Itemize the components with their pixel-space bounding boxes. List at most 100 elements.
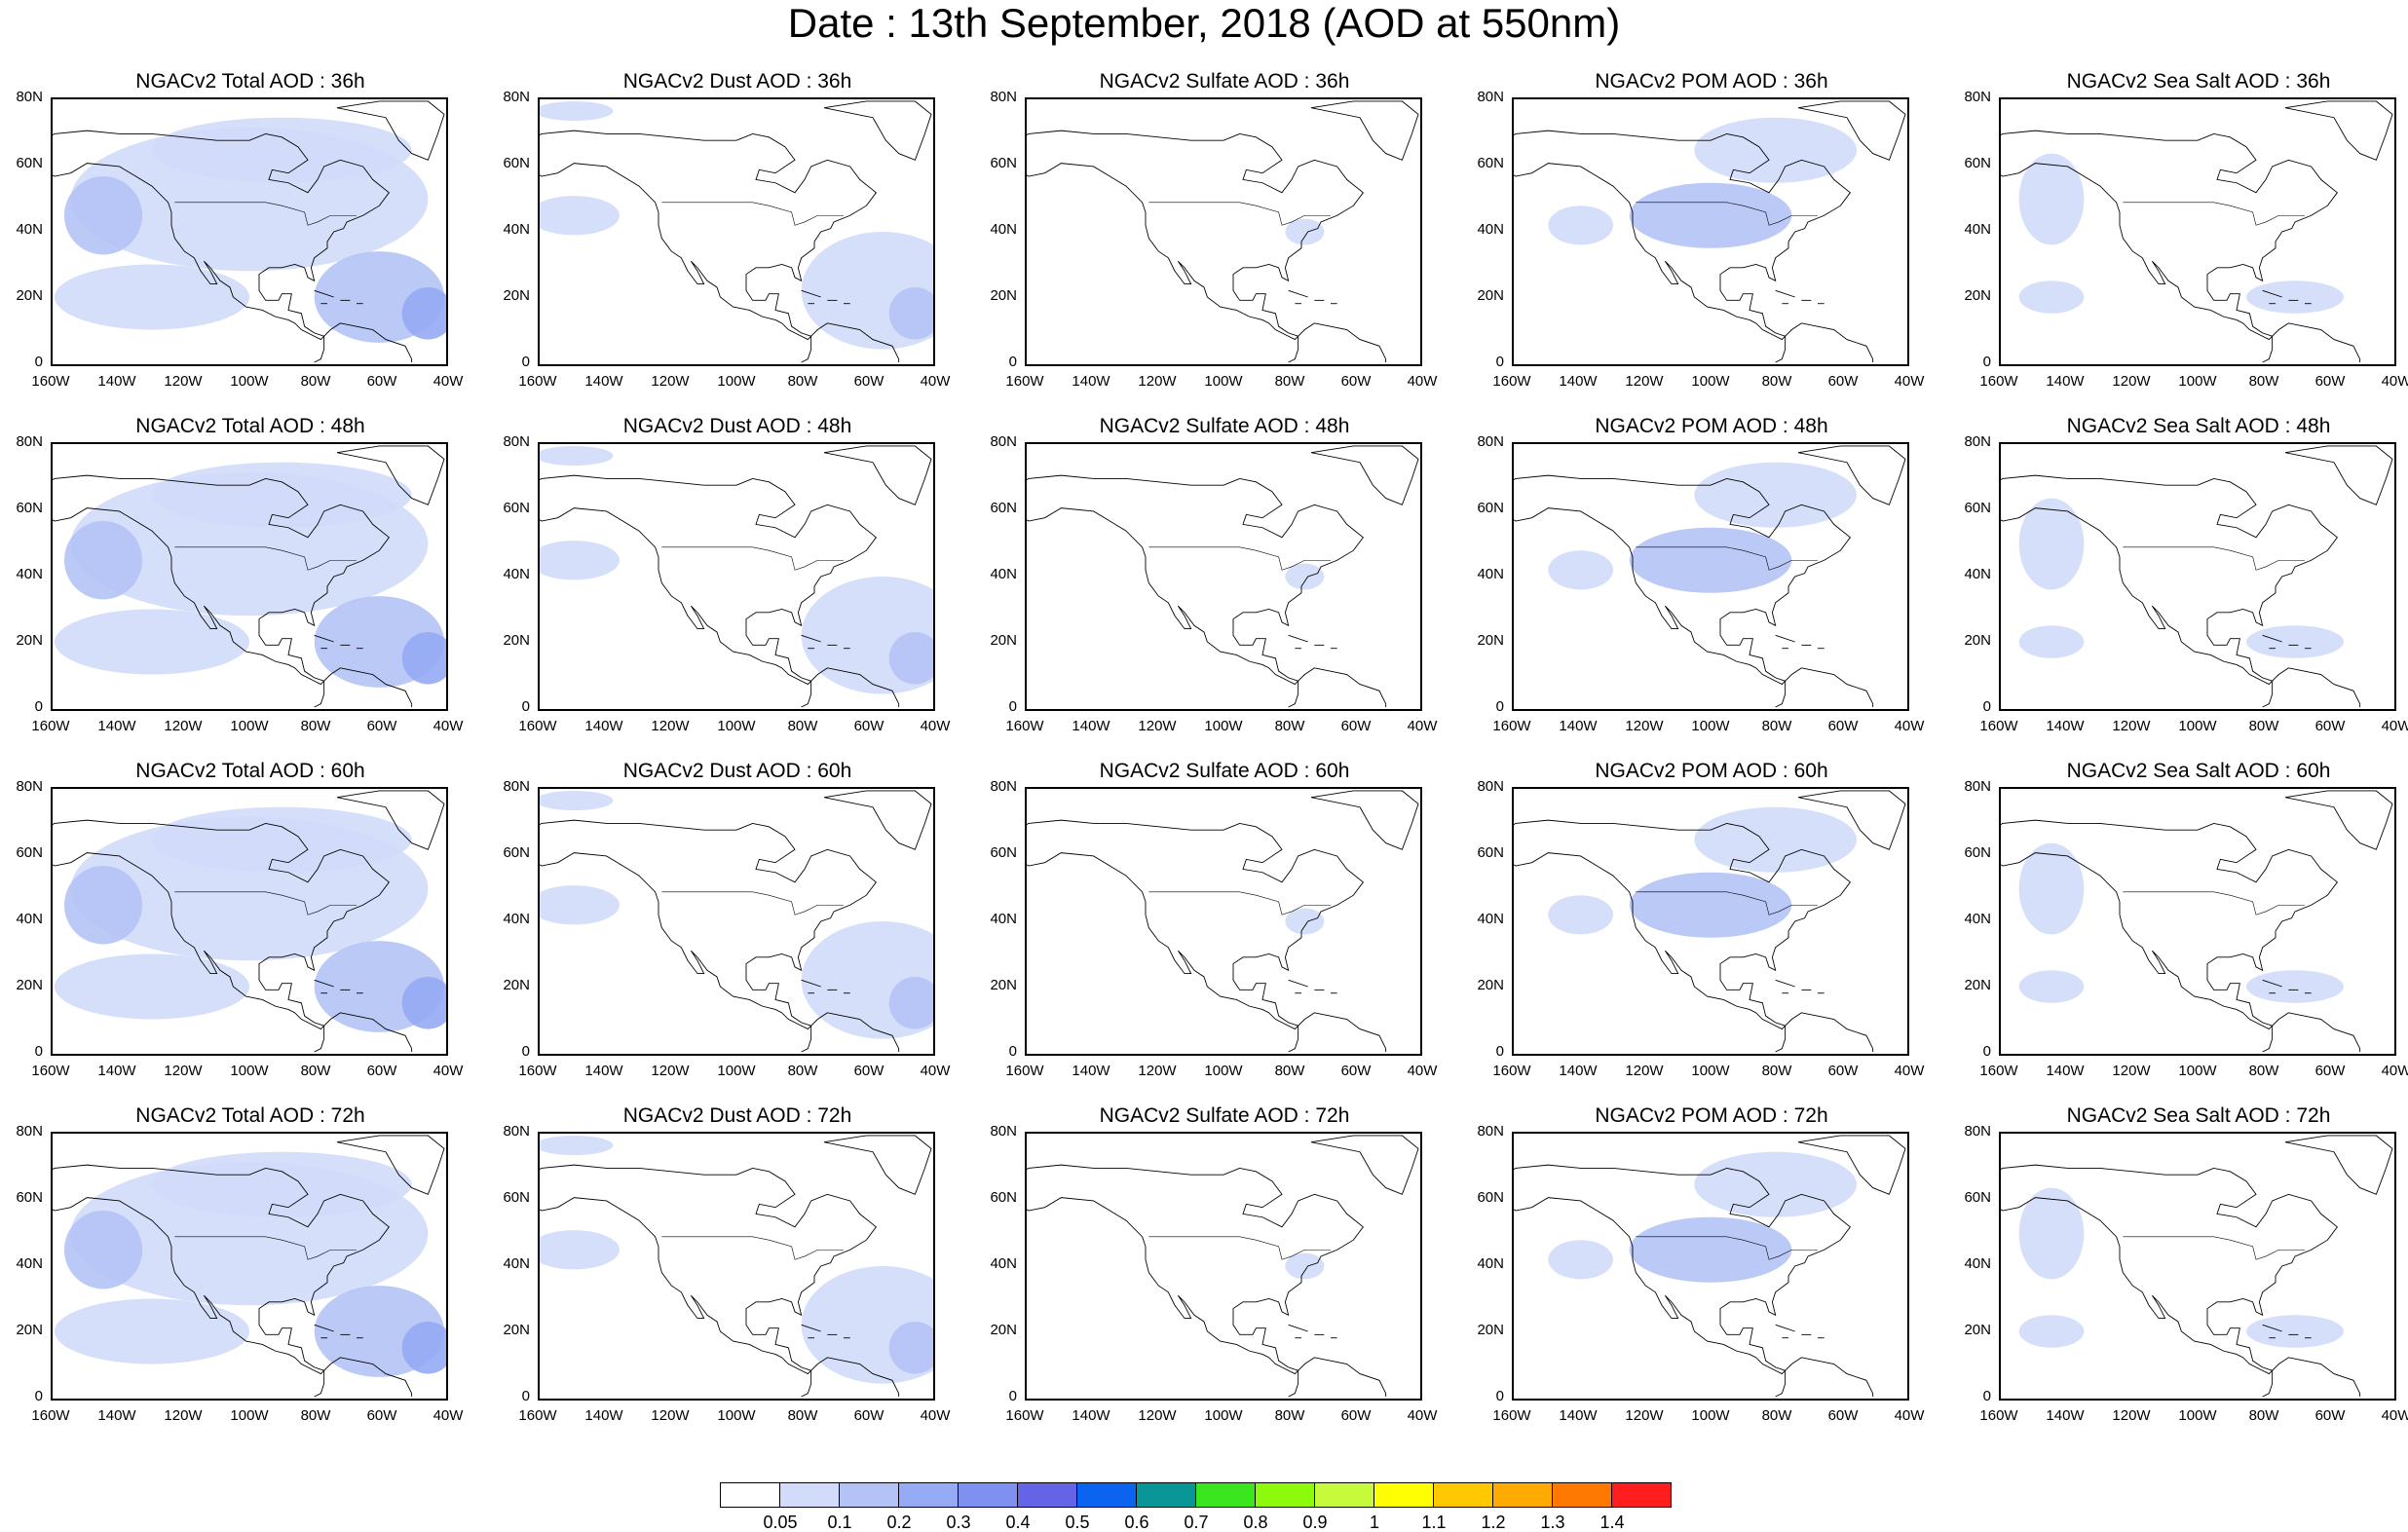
latitude-tick-label: 60N <box>16 844 43 861</box>
longitude-tick-label: 120W <box>1625 718 1664 734</box>
latitude-tick-label: 0 <box>1495 698 1504 715</box>
panel-title: NGACv2 Total AOD : 60h <box>135 760 365 782</box>
longitude-tick-label: 40W <box>920 373 951 390</box>
greenland-outline <box>823 1135 932 1195</box>
coastline <box>1027 130 1364 341</box>
greenland-outline <box>2284 445 2393 505</box>
south-america-coastline <box>801 322 900 363</box>
longitude-tick-label: 60W <box>2314 373 2346 390</box>
colorbar-swatch <box>958 1482 1018 1508</box>
longitude-tick-label: 120W <box>1138 373 1177 390</box>
aod-plume <box>1629 872 1792 938</box>
longitude-tick-label: 60W <box>2314 1407 2346 1424</box>
colorbar-label: 0.9 <box>1302 1513 1328 1532</box>
latitude-tick-label: 80N <box>1477 433 1504 450</box>
greenland-outline <box>1797 1135 1906 1195</box>
caribbean-island <box>2262 1324 2282 1332</box>
longitude-tick-label: 80W <box>1274 1063 1305 1079</box>
latitude-tick-label: 0 <box>34 1043 43 1060</box>
longitude-tick-label: 160W <box>1492 1063 1531 1079</box>
longitude-tick-label: 160W <box>1005 1063 1044 1079</box>
longitude-tick-label: 100W <box>1691 1407 1730 1424</box>
map-frame <box>538 1132 935 1401</box>
longitude-tick-label: 140W <box>97 1063 136 1079</box>
greenland-outline <box>336 1135 445 1195</box>
caribbean-island <box>801 634 821 643</box>
south-america-coastline <box>1288 667 1387 708</box>
latitude-tick-label: 40N <box>1964 911 1991 927</box>
map-panel: NGACv2 Sea Salt AOD : 48h 80N 60N 40N 20N 0 16… <box>1948 411 2408 747</box>
latitude-tick-label: 20N <box>1477 977 1504 993</box>
latitude-tick-label: 0 <box>1495 1388 1504 1404</box>
latitude-tick-label: 40N <box>990 566 1017 582</box>
north-america-map <box>53 790 446 1053</box>
map-frame <box>51 787 448 1056</box>
colorbar-label: 1.1 <box>1421 1513 1447 1532</box>
caribbean-island <box>1775 289 1795 298</box>
greenland-outline <box>823 100 932 161</box>
longitude-tick-label: 40W <box>1894 1063 1925 1079</box>
panel-title: NGACv2 POM AOD : 48h <box>1595 415 1828 437</box>
longitude-tick-label: 120W <box>164 718 203 734</box>
longitude-tick-label: 100W <box>1691 1063 1730 1079</box>
north-america-map <box>1514 100 1906 363</box>
us-canada-border <box>1148 1236 1332 1260</box>
colorbar-swatch <box>839 1482 899 1508</box>
aod-plume <box>1694 1151 1858 1217</box>
longitude-tick-label: 60W <box>1827 373 1859 390</box>
colorbar-swatch <box>1314 1482 1374 1508</box>
north-america-map <box>53 100 446 363</box>
panel-title: NGACv2 Total AOD : 36h <box>135 70 365 93</box>
latitude-tick-label: 20N <box>990 287 1017 304</box>
latitude-tick-label: 20N <box>1964 1322 1991 1338</box>
panel-title: NGACv2 Total AOD : 72h <box>135 1104 365 1127</box>
longitude-tick-label: 40W <box>1894 1407 1925 1424</box>
aod-plume <box>540 790 614 811</box>
aod-plume <box>540 541 620 580</box>
aod-plume <box>151 117 412 183</box>
aod-plume <box>1629 182 1792 248</box>
coastline <box>1027 1164 1364 1375</box>
colorbar-label: 1.2 <box>1481 1513 1506 1532</box>
colorbar-label: 0.8 <box>1243 1513 1268 1532</box>
latitude-tick-label: 40N <box>1964 566 1991 582</box>
longitude-tick-label: 60W <box>1827 1063 1859 1079</box>
latitude-tick-label: 20N <box>1477 632 1504 649</box>
latitude-tick-label: 60N <box>990 500 1017 516</box>
caribbean-island <box>1775 634 1795 643</box>
longitude-tick-label: 100W <box>1204 1407 1243 1424</box>
longitude-tick-label: 140W <box>2046 718 2085 734</box>
north-america-map <box>1027 100 1419 363</box>
north-america-map <box>1514 445 1906 708</box>
latitude-tick-label: 40N <box>1477 221 1504 238</box>
map-panel: NGACv2 Sea Salt AOD : 72h 80N 60N 40N 20N 0 16… <box>1948 1101 2408 1437</box>
coastline <box>1027 819 1364 1030</box>
longitude-tick-label: 160W <box>1492 373 1531 390</box>
longitude-tick-label: 80W <box>1274 373 1305 390</box>
north-america-map <box>1514 790 1906 1053</box>
longitude-tick-label: 120W <box>164 373 203 390</box>
latitude-tick-label: 60N <box>1477 155 1504 171</box>
latitude-tick-label: 40N <box>990 911 1017 927</box>
latitude-tick-label: 60N <box>990 155 1017 171</box>
aod-plume <box>888 631 933 685</box>
longitude-tick-label: 140W <box>1559 718 1598 734</box>
longitude-tick-label: 160W <box>1492 1407 1531 1424</box>
north-america-map <box>540 100 933 363</box>
latitude-tick-label: 80N <box>16 89 43 105</box>
latitude-tick-label: 0 <box>521 698 530 715</box>
latitude-tick-label: 0 <box>1495 1043 1504 1060</box>
latitude-tick-label: 60N <box>990 844 1017 861</box>
aod-plume <box>63 1211 142 1289</box>
aod-plume <box>2018 498 2085 590</box>
colorbar-label: 0.05 <box>763 1513 798 1532</box>
map-panel: NGACv2 POM AOD : 72h 80N 60N 40N 20N 0 160W 140… <box>1461 1101 1948 1437</box>
colorbar-swatch <box>720 1482 780 1508</box>
map-frame <box>1999 442 2396 711</box>
us-canada-border <box>661 891 845 915</box>
latitude-tick-label: 0 <box>1982 1043 1991 1060</box>
longitude-tick-label: 80W <box>787 1063 818 1079</box>
north-america-map <box>2001 790 2393 1053</box>
longitude-tick-label: 40W <box>920 1407 951 1424</box>
aod-plume <box>1629 527 1792 593</box>
